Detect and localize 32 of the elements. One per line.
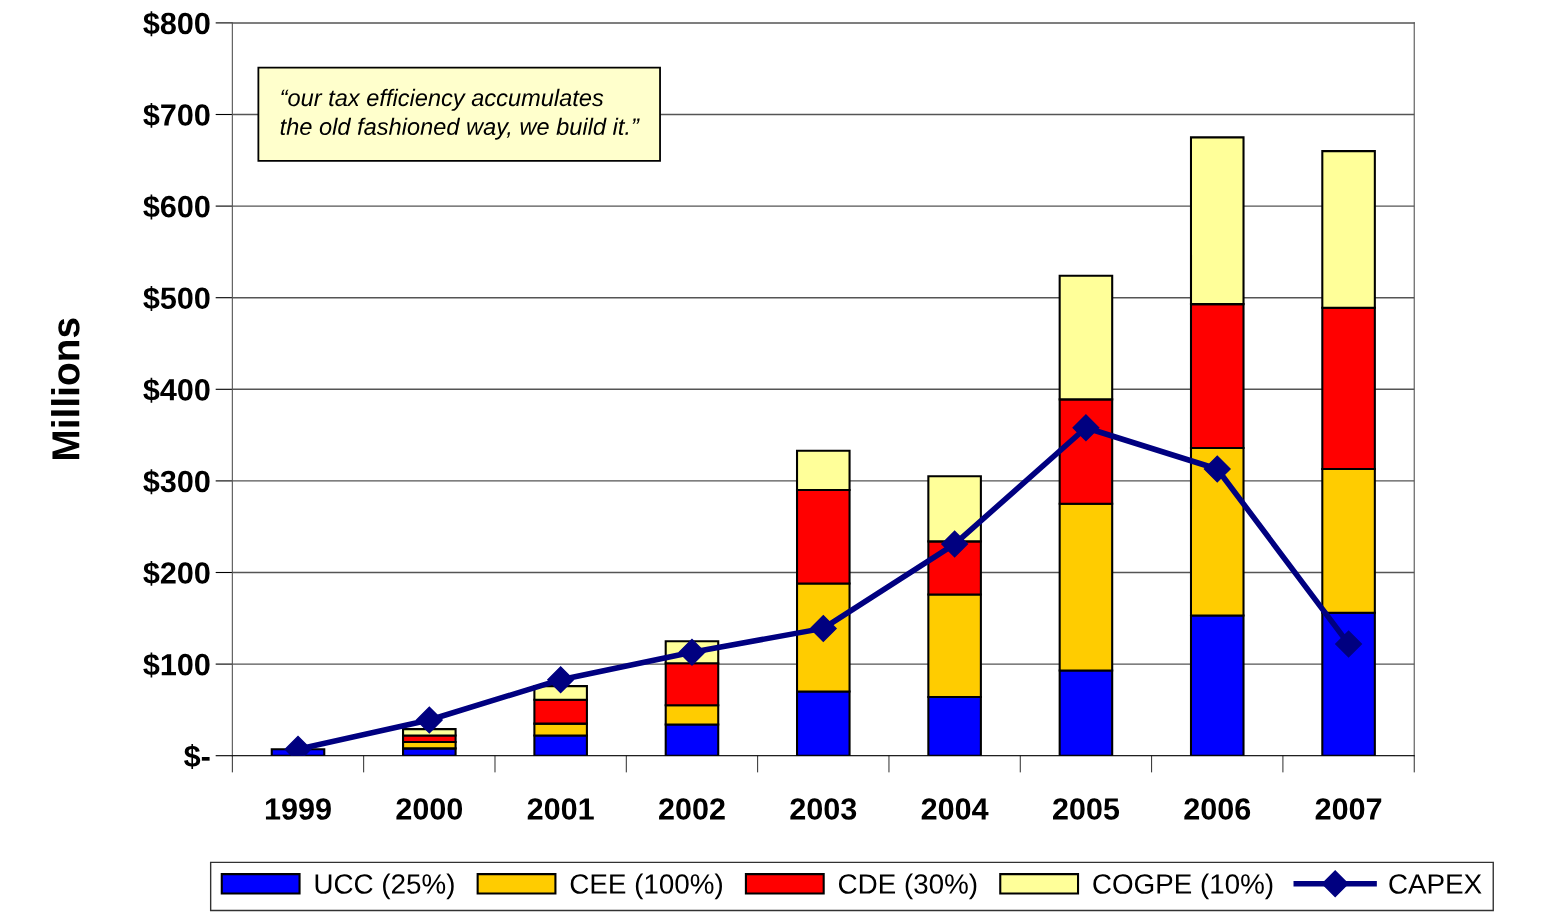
y-tick-label: $- [184,744,210,770]
legend-label: UCC (25%) [315,873,454,900]
x-tick-label: 2006 [1184,798,1251,820]
x-tick-label: 2005 [1053,798,1120,820]
y-tick-label: $700 [143,102,210,128]
point [1335,630,1363,658]
y-tick-label: $600 [143,194,210,220]
point [547,666,575,694]
x-tick-label: 2007 [1315,798,1382,820]
point [941,530,969,558]
point [678,638,706,666]
y-tick-label: $300 [143,469,210,495]
y-tick-label: $100 [143,652,210,678]
legend-label: CEE (100%) [570,873,722,900]
point [415,706,443,734]
x-tick-label: 2001 [527,798,594,820]
legend-label: CDE (30%) [838,873,977,900]
point [1072,414,1100,442]
legend-label: COGPE (10%) [1093,873,1273,900]
x-tick-label: 2000 [396,798,463,820]
y-tick-label: $800 [143,11,210,37]
point [1203,455,1231,483]
y-tick-label: $500 [143,286,210,312]
x-tick-label: 1999 [265,798,331,820]
annotation: “our tax efficiency accumulates the old fashioned way, we build it.” [280,88,640,140]
x-tick-label: 2002 [659,798,725,820]
legend-label: CAPEX [1389,874,1482,894]
x-tick-label: 2003 [790,798,857,820]
x-tick-label: 2004 [921,798,989,820]
y-tick-label: $200 [143,560,210,586]
y-axis-title: Millions [51,318,80,460]
y-tick-label: $400 [143,377,210,403]
